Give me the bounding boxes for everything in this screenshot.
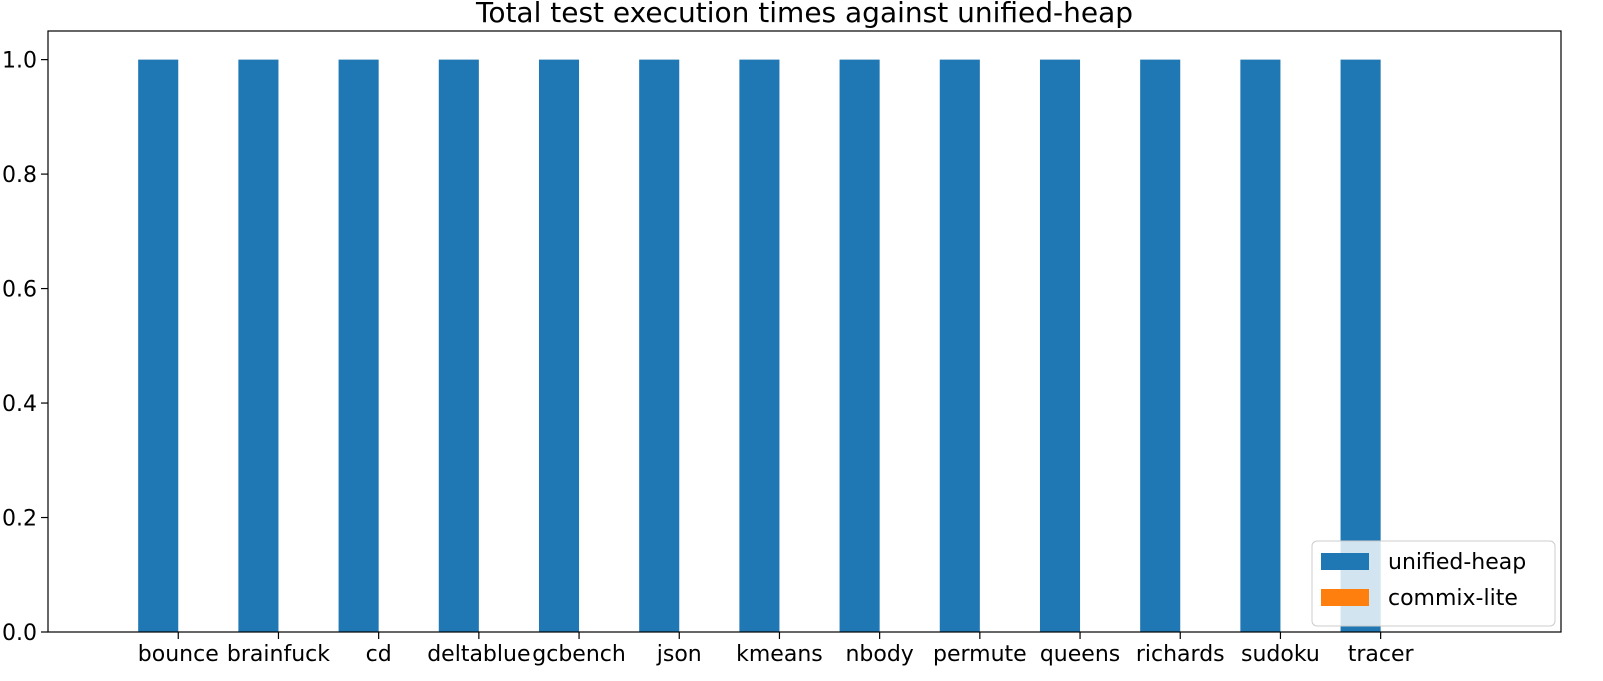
x-tick-label-sudoku: sudoku bbox=[1241, 642, 1320, 667]
x-tick-label-nbody: nbody bbox=[845, 642, 913, 667]
x-tick-label-brainfuck: brainfuck bbox=[227, 642, 330, 667]
y-axis: 0.0 0.2 0.4 0.6 0.8 1.0 bbox=[2, 49, 48, 646]
bar-unified-heap-deltablue bbox=[438, 59, 479, 633]
bar-unified-heap-queens bbox=[1039, 59, 1081, 633]
bar-unified-heap-gcbench bbox=[538, 59, 580, 633]
bar-unified-heap-kmeans bbox=[739, 59, 780, 633]
bar-unified-heap-json bbox=[639, 59, 680, 633]
y-tick-label: 0.2 bbox=[2, 507, 37, 532]
bar-unified-heap-bounce bbox=[138, 59, 179, 633]
bar-unified-heap-brainfuck bbox=[238, 59, 279, 633]
legend-box bbox=[1311, 540, 1556, 627]
x-tick-label-bounce: bounce bbox=[138, 642, 219, 667]
y-tick-label: 0.8 bbox=[2, 163, 37, 188]
plot-frame bbox=[47, 30, 1562, 633]
x-tick-label-permute: permute bbox=[933, 642, 1027, 667]
y-tick-label: 0.6 bbox=[2, 278, 37, 303]
legend-swatch-unified-heap bbox=[1321, 553, 1369, 570]
x-tick-label-richards: richards bbox=[1136, 642, 1225, 667]
x-tick-label-tracer: tracer bbox=[1348, 642, 1415, 667]
legend-label-unified-heap: unified-heap bbox=[1388, 550, 1526, 575]
legend: unified-heap commix-lite bbox=[1311, 540, 1556, 627]
legend-swatch-commix-lite bbox=[1321, 589, 1369, 606]
bar-unified-heap-tracer bbox=[1340, 59, 1381, 633]
bar-unified-heap-permute bbox=[939, 59, 980, 633]
x-tick-label-json: json bbox=[656, 642, 702, 667]
x-tick-label-queens: queens bbox=[1040, 642, 1120, 667]
bars-group bbox=[138, 59, 1381, 633]
bar-unified-heap-richards bbox=[1140, 59, 1181, 633]
y-tick-label: 0.0 bbox=[2, 621, 37, 646]
bar-unified-heap-cd bbox=[338, 59, 379, 633]
chart-title: Total test execution times against unifi… bbox=[475, 0, 1133, 29]
x-tick-label-deltablue: deltablue bbox=[427, 642, 530, 667]
bar-unified-heap-nbody bbox=[839, 59, 880, 633]
x-tick-label-gcbench: gcbench bbox=[532, 642, 626, 667]
y-tick-label: 0.4 bbox=[2, 392, 37, 417]
bar-unified-heap-sudoku bbox=[1240, 59, 1281, 633]
x-tick-label-kmeans: kmeans bbox=[736, 642, 823, 667]
legend-label-commix-lite: commix-lite bbox=[1388, 586, 1518, 611]
y-tick-label: 1.0 bbox=[2, 49, 37, 74]
x-axis: bounce brainfuck cd deltablue gcbench json kme… bbox=[138, 632, 1415, 667]
x-tick-label-cd: cd bbox=[366, 642, 392, 667]
